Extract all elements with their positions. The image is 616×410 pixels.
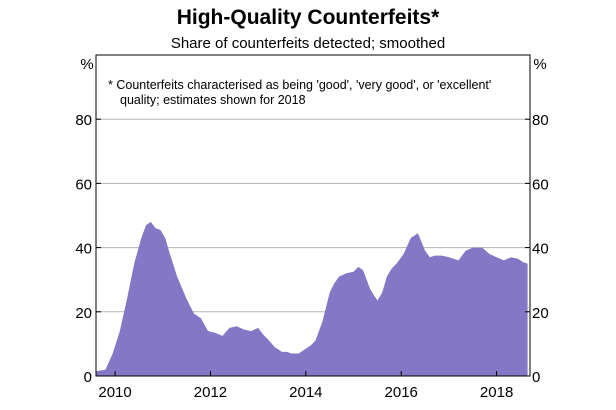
plot-frame	[95, 54, 531, 377]
y-tick-label-left-0: 0	[84, 369, 92, 386]
y-tick-label-right-60: 60	[532, 176, 549, 193]
y-tick-label-right-0: 0	[532, 369, 540, 386]
y-tick-label-left-80: 80	[75, 112, 92, 129]
footnote-line-1: * Counterfeits characterised as being 'g…	[108, 78, 491, 92]
data-area-series	[96, 221, 528, 376]
y-tick-label-right-80: 80	[532, 112, 549, 129]
y-unit-right: %	[533, 56, 546, 73]
x-tick-label-2010: 2010	[98, 384, 131, 401]
plot-border	[95, 54, 531, 377]
y-unit-left: %	[80, 56, 93, 73]
x-tick-label-2016: 2016	[385, 384, 418, 401]
x-axis: 2010 2012 2014 2016 2018	[98, 371, 513, 401]
y-tick-label-right-40: 40	[532, 241, 549, 258]
chart-subtitle: Share of counterfeits detected; smoothed	[171, 35, 445, 52]
x-tick-label-2014: 2014	[289, 384, 322, 401]
x-tick-label-2012: 2012	[194, 384, 227, 401]
y-tick-label-right-20: 20	[532, 305, 549, 322]
y-tick-label-left-20: 20	[75, 305, 92, 322]
x-tick-label-2018: 2018	[480, 384, 513, 401]
y-tick-label-left-40: 40	[75, 241, 92, 258]
y-tick-label-left-60: 60	[75, 176, 92, 193]
y-axis-right: 0 20 40 60 80	[525, 112, 549, 386]
chart-title: High-Quality Counterfeits*	[177, 6, 440, 29]
y-axis-left: 0 20 40 60 80	[75, 112, 101, 386]
footnote-line-2: quality; estimates shown for 2018	[120, 93, 306, 107]
